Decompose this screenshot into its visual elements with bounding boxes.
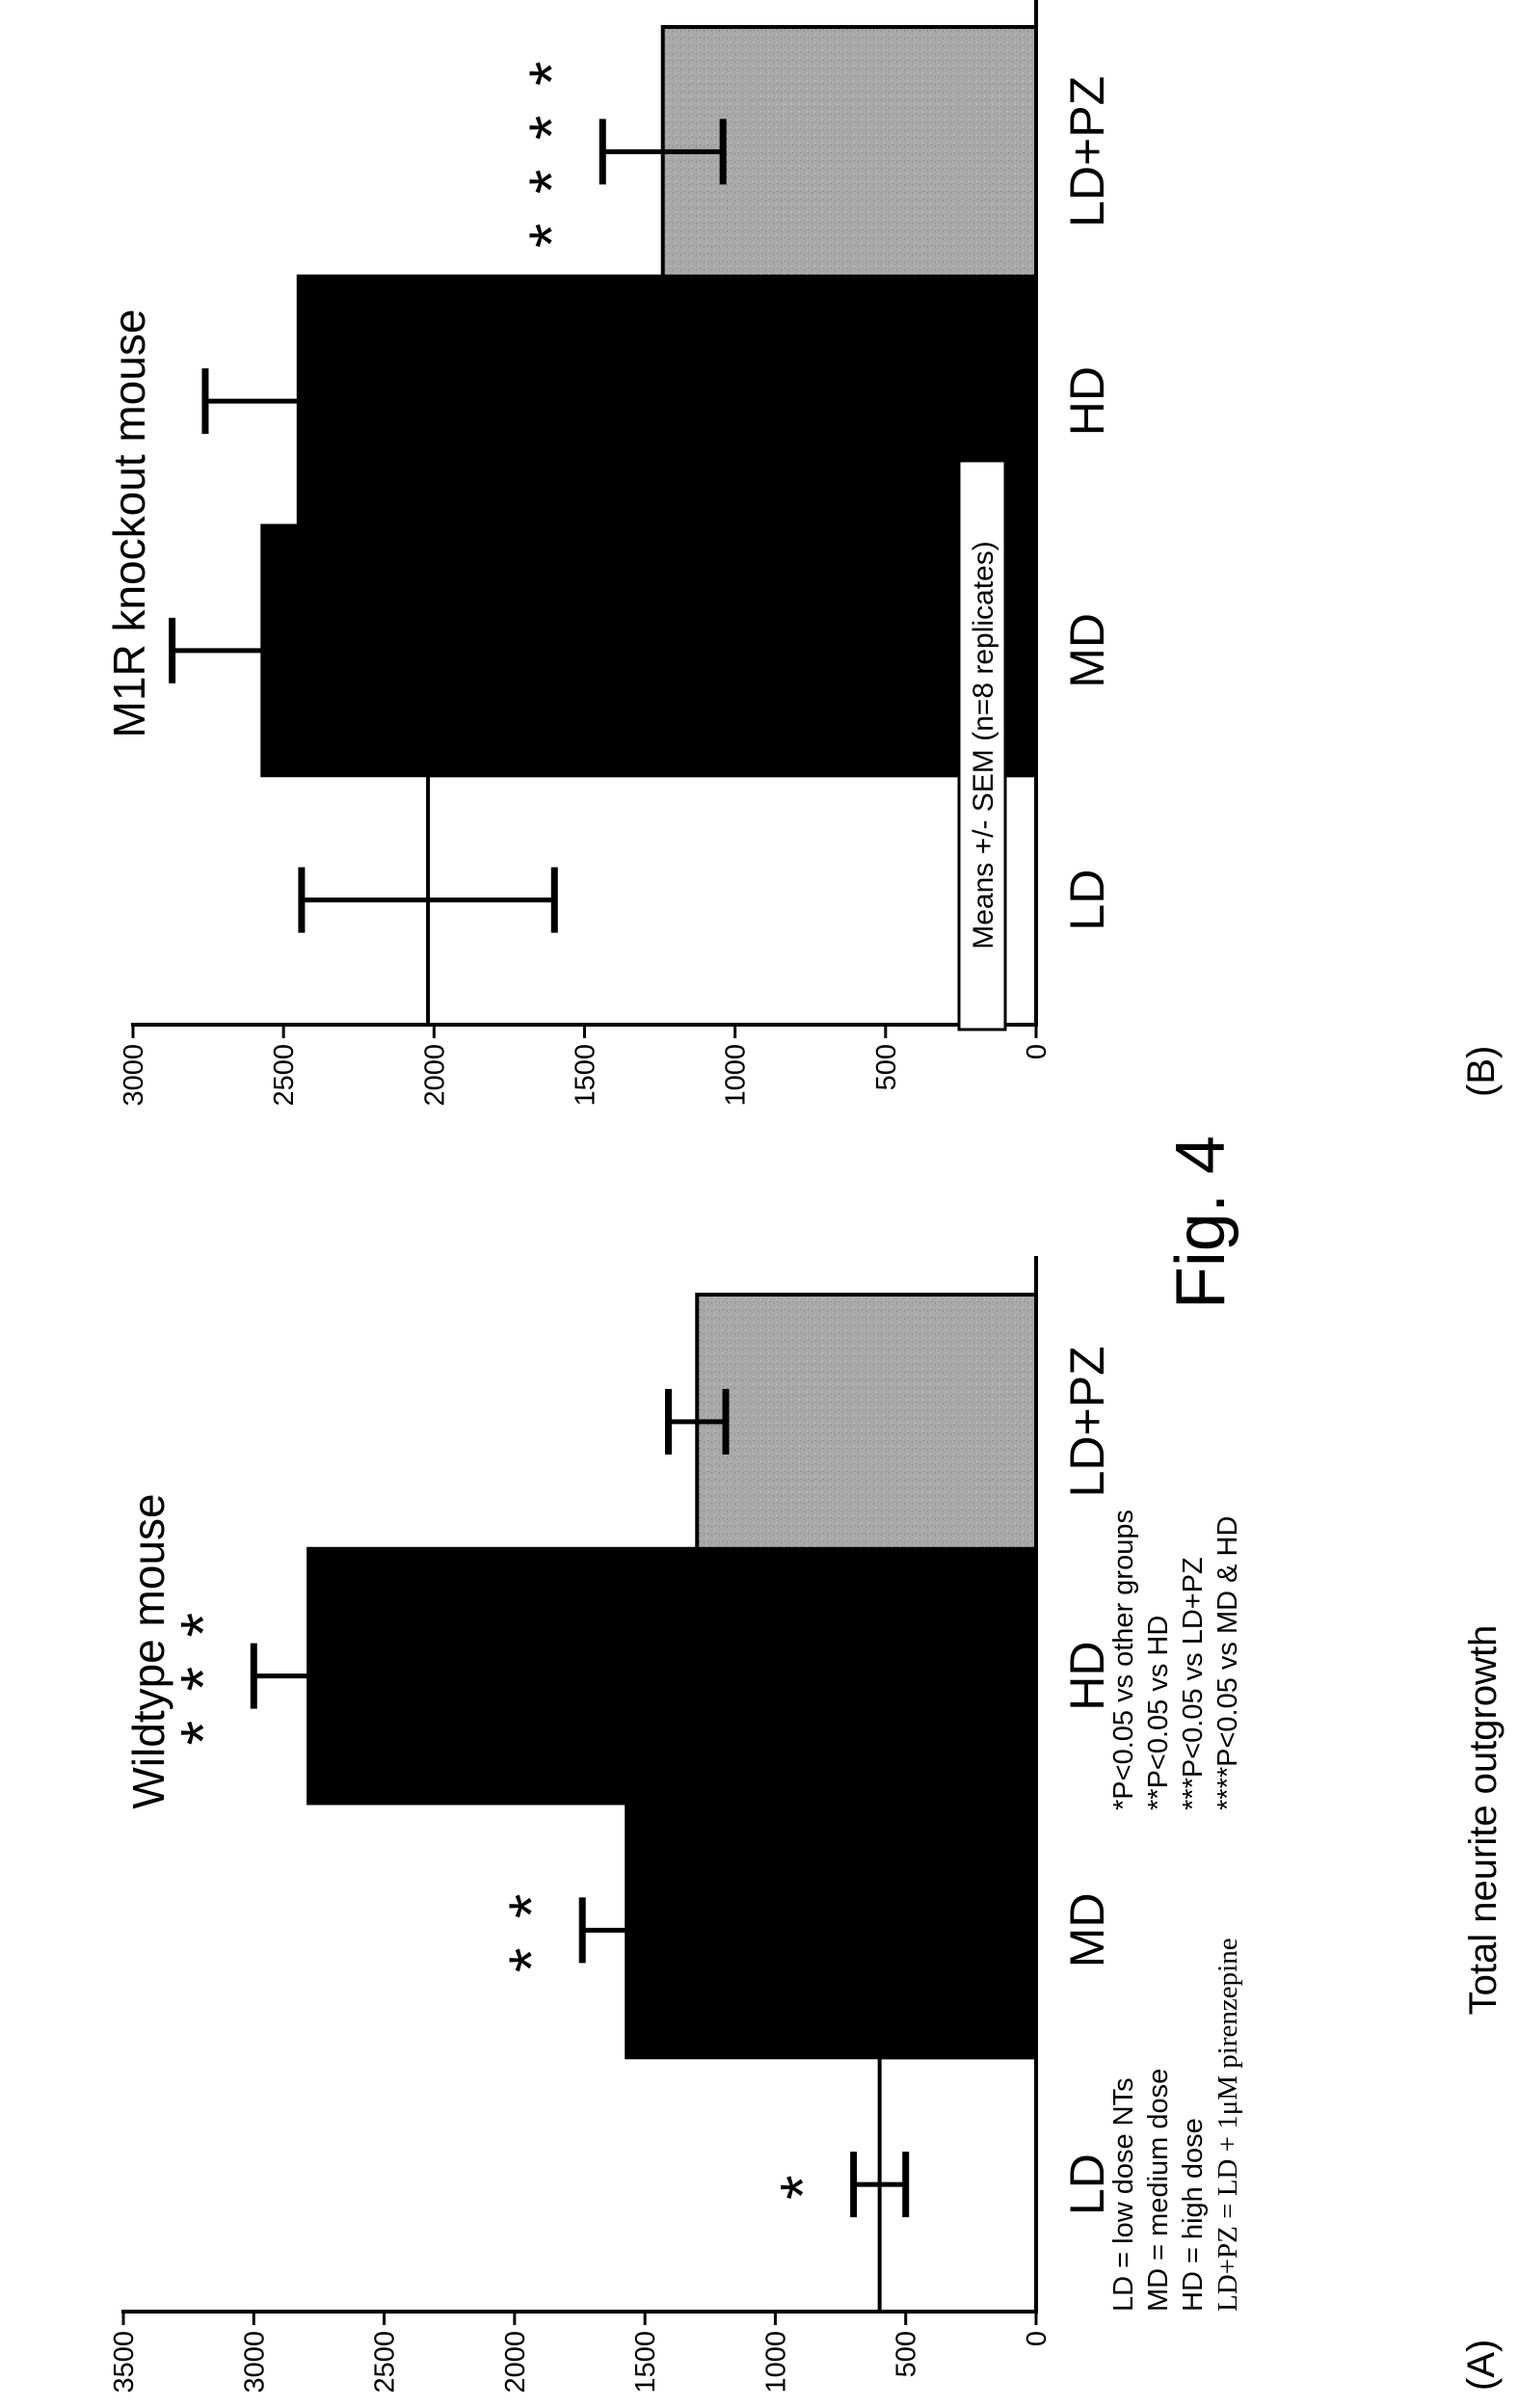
x-category-label-a: LD+PZ (1060, 1346, 1114, 1497)
bar-b-hd (299, 277, 1036, 526)
y-tick-label-a: 3500 (109, 2331, 140, 2394)
abbreviation-line: HD = high dose (1178, 2118, 1209, 2312)
x-category-label-a: LD (1060, 2154, 1114, 2215)
bars-b (173, 27, 1036, 1025)
y-tick-label-b: 2500 (269, 1044, 300, 1107)
y-tick-label-a: 0 (1022, 2331, 1052, 2346)
significance-note: *P<0.05 vs other groups (1108, 1510, 1139, 1810)
y-tick-label-a: 2500 (370, 2331, 401, 2394)
x-category-label-b: LD+PZ (1060, 76, 1114, 227)
x-category-label-b: MD (1060, 613, 1114, 688)
y-tick-label-b: 0 (1022, 1044, 1052, 1059)
y-tick-label-a: 500 (892, 2331, 922, 2377)
legend-box-text: Means +/- SEM (n=8 replicates) (968, 541, 999, 950)
significance-a: * * (495, 1888, 567, 1973)
figure-caption: Fig. 4 (1162, 1136, 1239, 1309)
x-category-label-b: LD (1060, 870, 1114, 931)
y-tick-label-a: 2000 (500, 2331, 531, 2394)
significance-note: ***P<0.05 vs LD+PZ (1178, 1557, 1209, 1810)
y-tick-label-b: 1000 (721, 1044, 752, 1107)
figure-text: Total neurite outgrowth LD = low dose NTs… (959, 461, 1505, 2312)
bar-a-hd (308, 1549, 1036, 1804)
y-tick-label-b: 500 (871, 1044, 902, 1090)
panel-letter-b: (B) (1460, 1046, 1503, 1097)
bar-a-ld-pz (697, 1295, 1036, 1549)
significance-note: **P<0.05 vs HD (1143, 1616, 1174, 1810)
significance-a: * (767, 2169, 839, 2200)
y-tick-label-a: 1500 (630, 2331, 661, 2394)
panel-letter-a: (A) (1460, 2340, 1503, 2391)
x-category-label-a: HD (1060, 1642, 1114, 1711)
bars-a (253, 1295, 1036, 2312)
rotated-figure: 0 500 1000 1500 2000 2500 3000 3500 LD * MD * * HD * … (104, 0, 1505, 2394)
y-tick-label-b: 1500 (571, 1044, 601, 1107)
chart-title-a: Wildtype mouse (123, 1493, 173, 1808)
x-category-label-b: HD (1060, 366, 1114, 436)
y-tick-label-b: 3000 (119, 1044, 149, 1107)
abbreviation-line: LD+PZ = LD + 1μM pirenzepine (1212, 1938, 1243, 2312)
significance-b: * * * * (516, 56, 587, 249)
x-category-label-a: MD (1060, 1892, 1114, 1967)
significance-a: * * * (167, 1607, 238, 1746)
y-tick-label-a: 3000 (239, 2331, 270, 2394)
abbreviation-line: LD = low dose NTs (1108, 2077, 1139, 2312)
significance-note: ****P<0.05 vs MD & HD (1212, 1516, 1243, 1810)
bar-a-md (626, 1804, 1036, 2058)
y-tick-label-b: 2000 (419, 1044, 450, 1107)
bar-b-md (262, 526, 1036, 776)
y-tick-label-a: 1000 (760, 2331, 791, 2394)
abbreviation-line: MD = medium dose (1143, 2069, 1174, 2312)
panel-b-knockout: 0 500 1000 1500 2000 2500 3000 LD MD HD LD+PZ * * *… (104, 0, 1503, 1107)
y-axis-label: Total neurite outgrowth (1462, 1625, 1505, 2016)
chart-title-b: M1R knockout mouse (104, 309, 154, 738)
panel-a-wildtype: 0 500 1000 1500 2000 2500 3000 3500 LD * MD * * HD * … (109, 1256, 1503, 2394)
